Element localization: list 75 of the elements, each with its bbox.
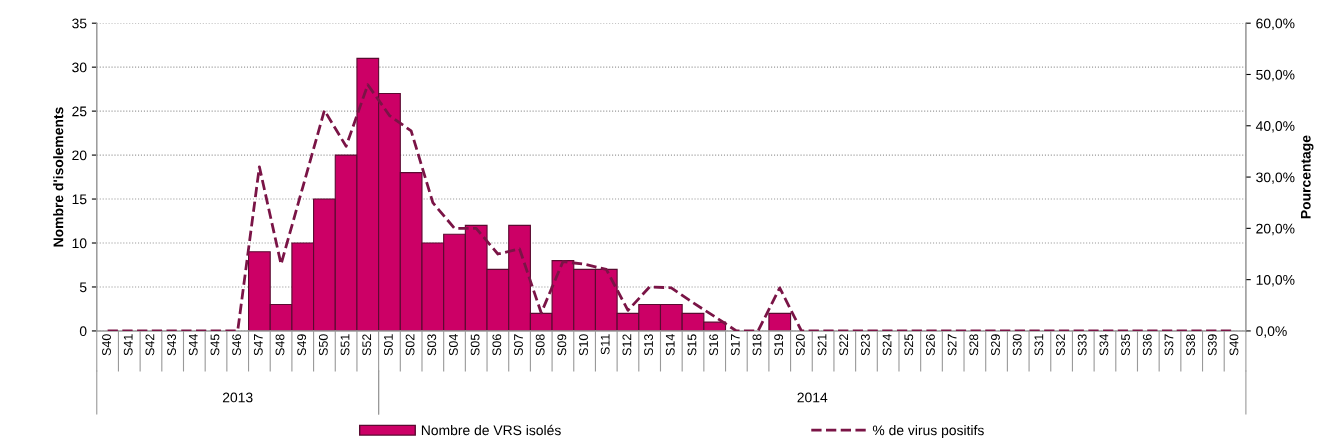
y-axis-title: Nombre d'isolements (53, 107, 64, 247)
y2-tick-label: 20,0% (1256, 223, 1295, 236)
y2-tick-label: 10,0% (1256, 274, 1295, 287)
x-tick-label: S40 (1229, 334, 1239, 356)
x-tick-label: S17 (730, 334, 740, 356)
x-tick-label: S20 (795, 334, 805, 356)
y2-tick-label: 30,0% (1256, 172, 1295, 184)
x-tick-label: S35 (1121, 334, 1130, 356)
y2-axis-title: Pourcentage (1300, 135, 1314, 219)
text: 2014 (797, 392, 828, 403)
y-tick-label: 15 (72, 194, 87, 205)
text: 2013 (222, 392, 253, 403)
x-tick-label: S32 (1056, 334, 1065, 356)
y2-tick-label: 40,0% (1255, 121, 1295, 133)
x-tick-label: S39 (1207, 334, 1217, 356)
y-tick-label: 25 (72, 106, 87, 117)
x-tick-label: S29 (991, 334, 1000, 356)
x-tick-label: S16 (709, 334, 719, 356)
x-tick-label: S04 (449, 334, 458, 356)
y-tick-label: 5 (79, 282, 87, 293)
x-tick-label: S09 (557, 334, 567, 356)
x-tick-label: S30 (1012, 334, 1022, 356)
legend-label: % de virus positifs (872, 425, 984, 438)
x-tick-label: S24 (882, 334, 892, 356)
x-tick-label: S19 (774, 334, 784, 356)
x-tick-label: S06 (492, 334, 502, 356)
y-tick-label: 30 (72, 62, 87, 73)
x-tick-label: S23 (860, 334, 870, 356)
x-tick-label: S41 (123, 334, 133, 356)
x-tick-label: S45 (210, 334, 220, 356)
x-tick-label: S02 (405, 334, 415, 356)
x-tick-label: S01 (383, 334, 393, 356)
x-tick-label: S34 (1099, 334, 1109, 356)
legend-label: Nombre de VRS isolés (421, 424, 561, 436)
y-tick-label: 20 (72, 150, 87, 161)
x-tick-label: S40 (102, 334, 111, 356)
x-tick-label: S21 (817, 334, 827, 356)
x-tick-label: S07 (514, 334, 523, 356)
x-tick-label: S11 (600, 334, 610, 355)
x-tick-label: S48 (275, 334, 285, 356)
x-tick-label: S26 (926, 334, 935, 356)
y2-tick-label: 60,0% (1256, 18, 1295, 30)
bar (768, 312, 792, 331)
x-tick-label: S15 (687, 334, 697, 356)
x-tick-label: S18 (752, 334, 762, 356)
x-tick-label: S33 (1077, 334, 1087, 356)
x-tick-label: S52 (362, 334, 372, 356)
x-tick-label: S27 (947, 334, 957, 356)
x-tick-label: S51 (340, 334, 350, 356)
x-tick-label: S13 (644, 334, 653, 356)
x-tick-label: S38 (1186, 334, 1196, 356)
x-tick-label: S22 (839, 334, 849, 356)
x-tick-label: S08 (535, 334, 545, 356)
x-tick-label: S25 (904, 334, 914, 356)
x-tick-label: S12 (622, 334, 632, 356)
x-tick-label: S03 (427, 334, 437, 356)
x-tick-label: S46 (232, 334, 242, 356)
y-tick-label: 0 (79, 326, 87, 337)
x-tick-label: S14 (665, 334, 675, 356)
x-tick-label: S50 (318, 334, 328, 356)
x-tick-label: S10 (579, 334, 588, 356)
x-tick-label: S43 (167, 334, 177, 356)
y2-tick-label: 50,0% (1256, 69, 1295, 82)
x-tick-label: S44 (188, 334, 198, 356)
y-tick-label: 10 (72, 238, 87, 249)
x-tick-label: S28 (969, 334, 979, 356)
y-tick-label: 35 (72, 18, 87, 29)
x-tick-label: S37 (1164, 334, 1174, 356)
y2-tick-label: 0,0% (1256, 326, 1287, 338)
x-tick-label: S31 (1034, 334, 1044, 356)
x-tick-label: S05 (470, 334, 480, 356)
x-tick-label: S49 (297, 334, 307, 356)
x-tick-label: S47 (253, 334, 263, 356)
x-tick-label: S42 (145, 334, 155, 356)
x-tick-label: S36 (1142, 334, 1152, 356)
